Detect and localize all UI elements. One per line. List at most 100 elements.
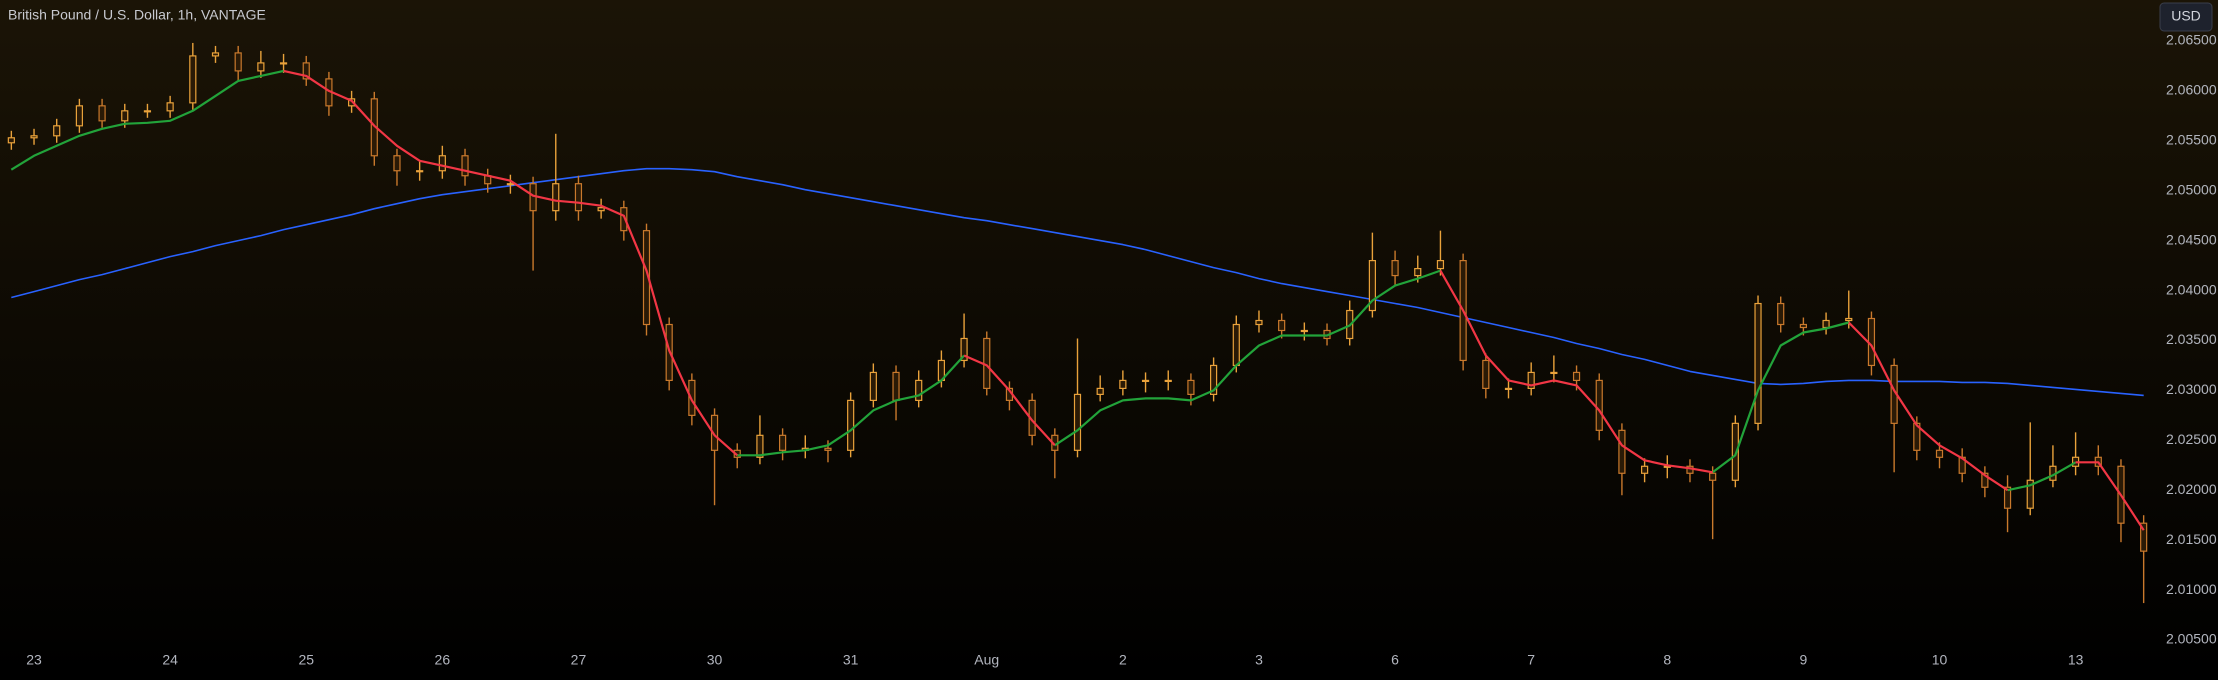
candle-body — [1935, 449, 1944, 458]
y-tick-label: 2.04000 — [2166, 281, 2217, 297]
x-tick-label: 23 — [26, 652, 42, 668]
x-tick-label: 24 — [162, 652, 178, 668]
currency-button[interactable] — [2159, 2, 2213, 32]
x-tick-label: 27 — [571, 652, 587, 668]
candle-body — [869, 371, 877, 401]
candle-body — [1618, 429, 1626, 474]
candle-body — [1278, 319, 1286, 332]
candle-body — [1368, 260, 1376, 312]
candle-body — [143, 110, 152, 113]
candle-body — [847, 399, 855, 451]
candle-body — [1572, 371, 1581, 382]
candle-body — [1754, 302, 1762, 424]
y-tick-label: 2.06500 — [2166, 32, 2217, 48]
candle-body — [506, 183, 514, 186]
y-tick-label: 2.00500 — [2166, 631, 2217, 647]
y-tick-label: 2.03000 — [2166, 381, 2217, 397]
candle-body — [1550, 371, 1558, 375]
candle-body — [1187, 379, 1195, 395]
x-tick-label: 7 — [1527, 652, 1535, 668]
candle-body — [1777, 302, 1785, 326]
candle-body — [234, 52, 242, 72]
candle-body — [2026, 479, 2034, 509]
candle-body — [1391, 260, 1399, 277]
candle-body — [779, 434, 787, 451]
candle-body — [438, 155, 446, 172]
x-tick-label: 30 — [707, 652, 723, 668]
candle-body — [1527, 371, 1535, 390]
x-tick-label: 10 — [1932, 652, 1948, 668]
x-tick-label: 8 — [1663, 652, 1671, 668]
candle-body — [2140, 522, 2148, 552]
y-tick-label: 2.05500 — [2166, 131, 2217, 147]
candle-body — [2003, 486, 2012, 509]
candle-body — [189, 55, 197, 104]
candle-body — [1436, 260, 1445, 270]
candle-body — [7, 137, 15, 144]
candle-body — [1119, 379, 1127, 390]
x-tick-label: 9 — [1799, 652, 1807, 668]
candle-body — [1096, 387, 1104, 395]
candle-body — [892, 371, 900, 401]
y-tick-label: 2.01500 — [2166, 531, 2217, 547]
y-tick-label: 2.03500 — [2166, 331, 2217, 347]
candle-body — [1210, 364, 1218, 395]
candle-body — [75, 105, 83, 127]
candle-body — [1504, 387, 1513, 391]
indicator-line — [283, 69, 2145, 531]
y-tick-label: 2.01000 — [2166, 581, 2217, 597]
indicator-line — [10, 69, 2077, 492]
x-tick-label: 26 — [435, 652, 451, 668]
chart-title: British Pound / U.S. Dollar, 1h, VANTAGE — [8, 7, 266, 23]
candle-body — [257, 62, 265, 72]
candle-body — [53, 125, 61, 137]
candle-body — [1595, 379, 1603, 431]
candle-body — [98, 105, 106, 122]
candle-body — [710, 414, 719, 451]
candle-body — [915, 379, 923, 401]
x-tick-label: 25 — [298, 652, 314, 668]
candle-body — [302, 62, 310, 80]
y-tick-label: 2.04500 — [2166, 231, 2217, 247]
candle-body — [279, 62, 288, 65]
y-tick-label: 2.02000 — [2166, 481, 2217, 497]
candle-body — [1731, 422, 1739, 481]
x-tick-label: 3 — [1255, 652, 1263, 668]
candle-body — [1709, 472, 1717, 481]
plot-area — [7, 42, 2148, 604]
currency-label[interactable]: USD — [2171, 8, 2201, 24]
candle-body — [461, 155, 469, 177]
x-tick-label: Aug — [974, 652, 999, 668]
candle-body — [1164, 379, 1172, 383]
x-tick-label: 31 — [843, 652, 859, 668]
candle-body — [1255, 319, 1263, 326]
x-tick-label: 13 — [2068, 652, 2084, 668]
candle-body — [552, 183, 560, 212]
candle-body — [1641, 465, 1649, 474]
candle-body — [1300, 329, 1308, 333]
candle-body — [824, 447, 832, 451]
x-tick-label: 6 — [1391, 652, 1399, 668]
y-tick-label: 2.02500 — [2166, 431, 2217, 447]
candle-body — [597, 207, 605, 212]
candle-body — [574, 183, 583, 212]
indicator-line — [11, 167, 2144, 397]
x-tick-label: 2 — [1119, 652, 1127, 668]
candle-body — [416, 170, 424, 173]
candle-body — [1414, 267, 1422, 277]
candle-body — [1799, 323, 1807, 329]
candle-body — [960, 337, 968, 362]
candle-body — [1141, 379, 1150, 383]
candle-body — [121, 110, 129, 122]
candle-body — [211, 52, 220, 57]
candle-body — [30, 135, 38, 139]
candle-body — [1482, 359, 1490, 390]
candle-body — [620, 207, 628, 232]
candle-body — [1232, 323, 1240, 367]
candle-body — [1822, 319, 1830, 329]
candle-body — [1981, 472, 1989, 488]
candle-body — [1845, 317, 1853, 322]
